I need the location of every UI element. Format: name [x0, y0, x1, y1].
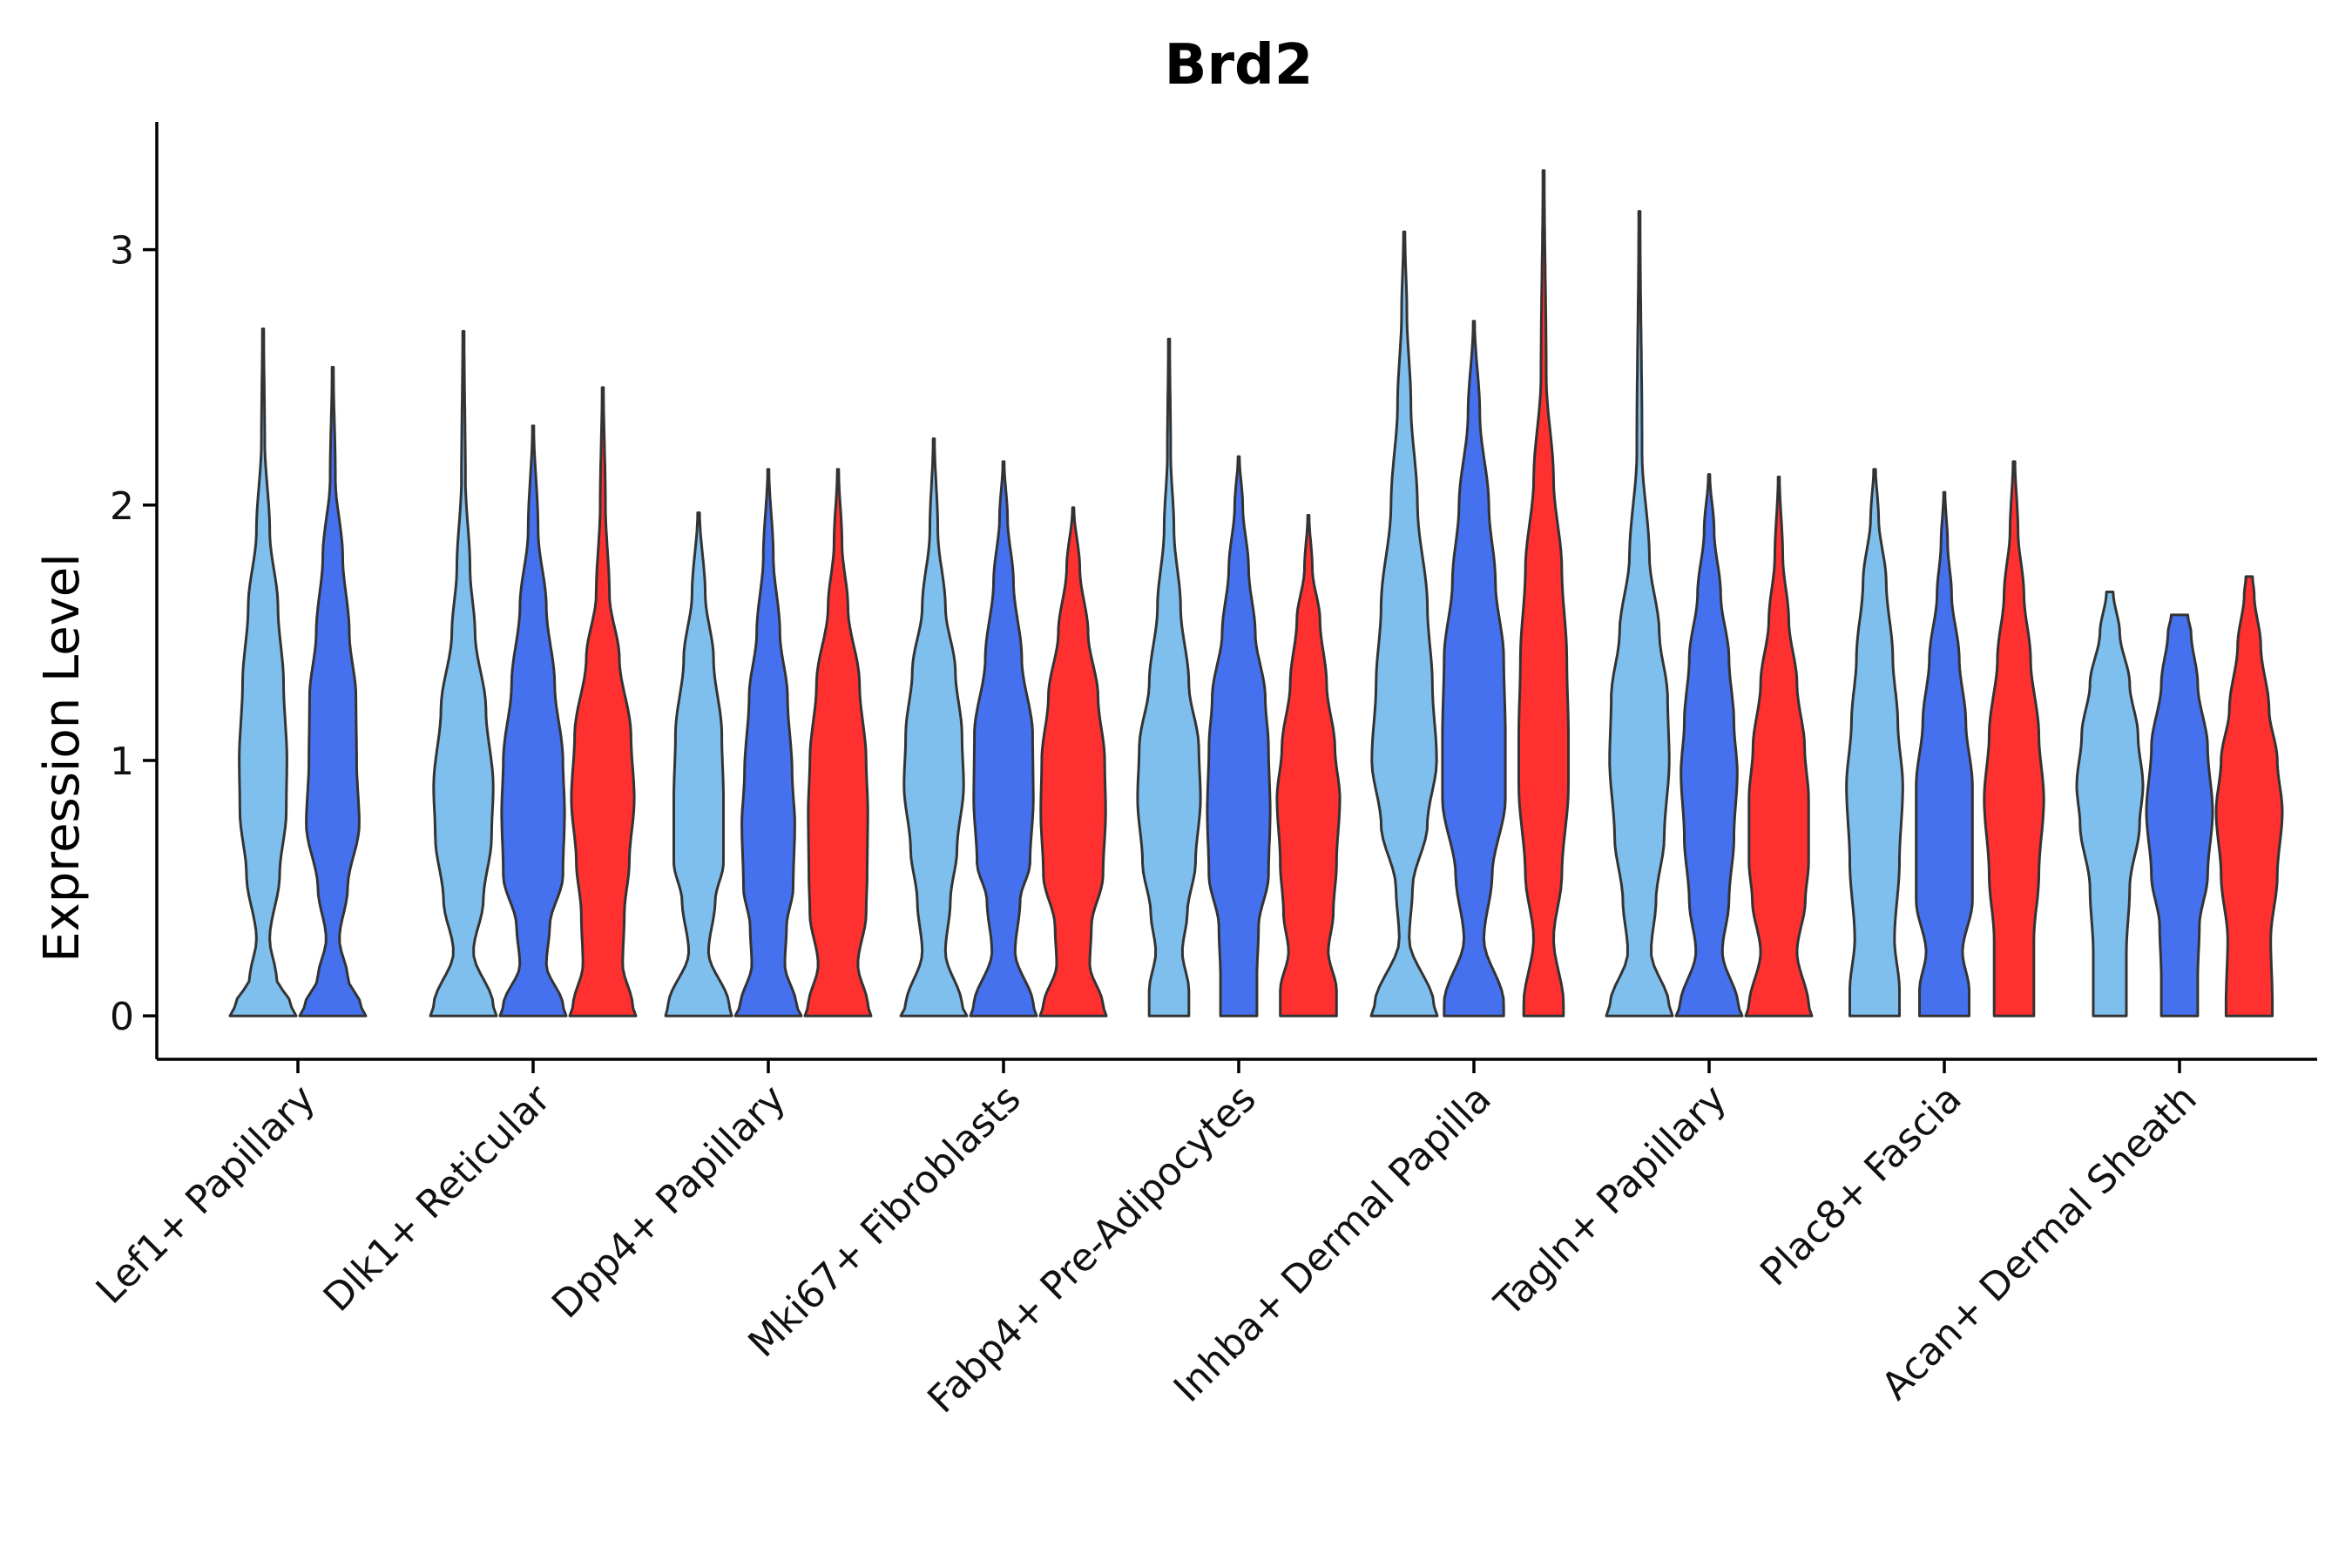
violin-2-2: [803, 468, 873, 1017]
x-tick-label-1: Dlk1+ Reticular: [315, 1076, 560, 1321]
violin-5-1: [1441, 320, 1507, 1017]
violin-0-1: [298, 366, 368, 1017]
violin-5-2: [1517, 169, 1570, 1017]
violin-7-0: [1845, 468, 1904, 1017]
violin-4-2: [1275, 514, 1342, 1017]
y-tick-label-1: 1: [110, 740, 134, 784]
violin-6-0: [1605, 210, 1674, 1017]
x-tick-label-7: Plac8+ Fascia: [1752, 1077, 1970, 1295]
violin-2-1: [733, 468, 803, 1017]
chart-title: Brd2: [1165, 33, 1314, 98]
violin-8-2: [2214, 575, 2284, 1017]
violin-4-1: [1206, 455, 1272, 1017]
violins-layer: [228, 169, 2284, 1017]
violin-8-0: [2075, 591, 2145, 1017]
x-tick-label-6: Tagln+ Papillary: [1486, 1077, 1735, 1326]
violin-0-0: [228, 328, 298, 1017]
y-tick-label-0: 0: [110, 995, 134, 1039]
violin-1-2: [568, 386, 638, 1017]
violin-4-0: [1136, 337, 1202, 1017]
violin-7-2: [1983, 460, 2045, 1017]
y-tick-label-3: 3: [110, 229, 134, 274]
violin-3-1: [969, 460, 1038, 1017]
violin-3-0: [899, 437, 969, 1017]
violin-2-0: [664, 511, 733, 1017]
y-axis-label: Expression Level: [34, 553, 91, 963]
violin-6-2: [1744, 476, 1814, 1017]
violin-6-1: [1674, 473, 1744, 1017]
violin-1-0: [429, 329, 498, 1017]
violin-3-2: [1038, 506, 1108, 1017]
y-tick-label-2: 2: [110, 484, 134, 529]
violin-5-0: [1369, 230, 1439, 1017]
violin-7-1: [1915, 490, 1974, 1017]
x-tick-label-2: Dpp4+ Papillary: [544, 1077, 794, 1328]
violin-1-1: [498, 424, 568, 1017]
x-tick-label-0: Lef1+ Papillary: [88, 1077, 324, 1313]
violin-8-1: [2145, 613, 2214, 1017]
